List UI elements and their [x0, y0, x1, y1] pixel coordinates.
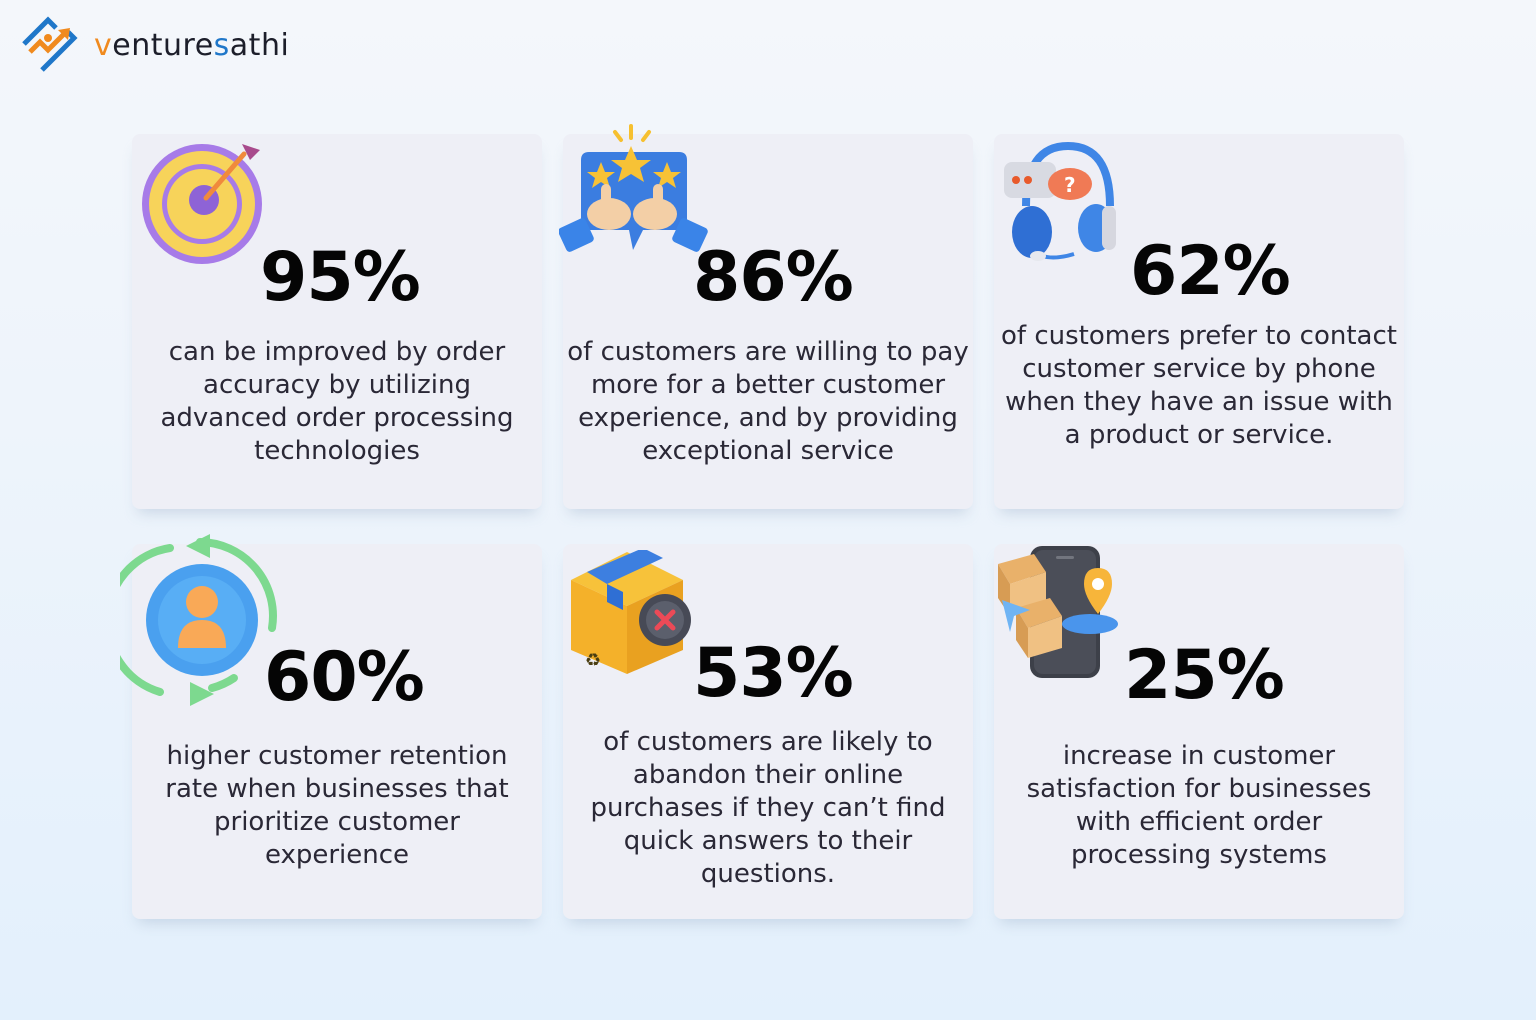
stat-card-order-accuracy: 95% can be improved by order accuracy by… [132, 134, 542, 509]
stat-card-retention: 60% higher customer retention rate when … [120, 534, 542, 919]
brand-letter-s: s [213, 27, 230, 63]
customer-retention-cycle-icon [120, 534, 277, 706]
phone-delivery-location-icon [998, 546, 1118, 678]
stat-description: higher customer retention rate when busi… [165, 741, 509, 870]
stat-value: 62% [1130, 232, 1291, 311]
stat-value: 86% [693, 238, 854, 317]
stat-card-phone-contact: ? 62% of customers prefer to contact cus… [994, 134, 1404, 509]
stat-value: 60% [264, 638, 425, 717]
stat-description: can be improved by order accuracy by uti… [160, 337, 514, 466]
stat-description: of customers are likely to abandon their… [590, 727, 946, 889]
thumbs-up-stars-icon [559, 124, 708, 252]
stat-description: of customers are willing to pay more for… [567, 337, 969, 466]
svg-text:?: ? [1064, 173, 1076, 197]
venturesathi-logo-icon [22, 16, 78, 72]
brand-name: venturesathi [94, 28, 289, 63]
stat-value: 95% [260, 238, 421, 317]
target-dart-icon [142, 144, 262, 264]
brand-text-athi: athi [229, 27, 290, 63]
stat-card-satisfaction: 25% increase in customer satisfaction fo… [994, 544, 1404, 919]
headset-support-icon: ? [1004, 141, 1116, 261]
brand-logo: venturesathi [18, 14, 289, 76]
brand-letter-v: v [94, 27, 113, 63]
stats-grid: 95% can be improved by order accuracy by… [120, 124, 1404, 919]
stat-card-abandonment: ♻ 53% of customers are likely to abandon… [563, 544, 973, 919]
stat-value: 25% [1124, 636, 1285, 715]
svg-text:♻: ♻ [585, 650, 601, 671]
stat-description: increase in customer satisfaction for bu… [1026, 741, 1372, 870]
package-cancel-icon: ♻ [571, 550, 691, 674]
stat-value: 53% [693, 634, 854, 713]
brand-text-enture: enture [112, 27, 214, 63]
stat-card-pay-more: 86% of customers are willing to pay more… [559, 124, 973, 509]
stat-description: of customers prefer to contact customer … [1001, 321, 1397, 450]
